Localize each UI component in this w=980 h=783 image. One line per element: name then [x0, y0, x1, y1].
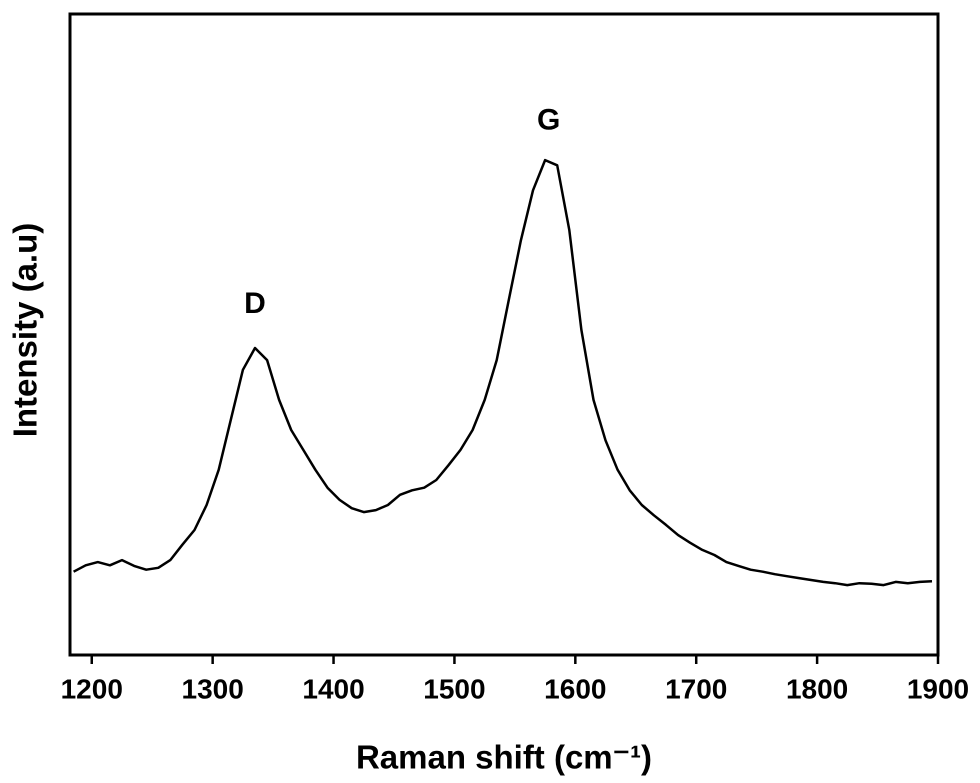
- x-tick-label: 1200: [61, 673, 123, 704]
- x-tick-label: 1800: [786, 673, 848, 704]
- peak-label: D: [244, 287, 266, 320]
- plot-frame: [68, 12, 940, 657]
- x-tick-label: 1500: [423, 673, 485, 704]
- x-tick-label: 1900: [907, 673, 969, 704]
- x-tick-label: 1300: [182, 673, 244, 704]
- spectrum-line: [73, 158, 933, 587]
- x-tick-label: 1700: [665, 673, 727, 704]
- x-tick-label: 1600: [544, 673, 606, 704]
- x-tick-label: 1400: [302, 673, 364, 704]
- peak-label: G: [537, 104, 560, 137]
- x-axis-label: Raman shift (cm⁻¹): [356, 739, 652, 776]
- y-axis-label: Intensity (a.u): [7, 223, 44, 438]
